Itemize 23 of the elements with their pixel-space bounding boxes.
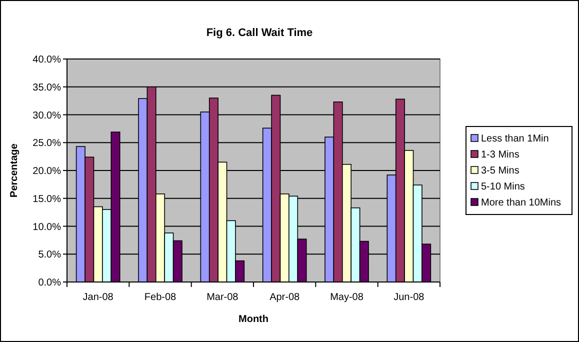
x-tick-label: Jun-08 [394,292,425,303]
y-tick-label: 5.0% [38,250,62,261]
legend-label: Less than 1Min [481,134,549,144]
x-axis-title: Month [238,314,268,325]
y-tick-label: 15.0% [32,194,62,205]
x-tick-label: Jan-08 [82,292,114,303]
y-tick-label: 0.0% [38,278,62,288]
legend-label: More than 10Mins [481,198,562,208]
y-tick-label: 25.0% [32,138,62,150]
legend-label: 1-3 Mins [481,150,520,160]
y-tick-label: 35.0% [32,82,62,94]
y-tick-label: 30.0% [32,110,62,122]
x-tick-label: Mar-08 [206,292,239,303]
x-tick-label: Feb-08 [144,292,177,303]
x-tick-label: Apr-08 [270,292,300,303]
legend-label: 3-5 Mins [481,166,520,176]
chart-title: Fig 6. Call Wait Time [206,27,313,39]
x-tick-label: May-08 [330,292,364,303]
y-tick-label: 10.0% [32,222,62,233]
y-axis-title: Percentage [9,143,20,198]
y-tick-label: 20.0% [32,166,62,177]
y-tick-label: 40.0% [32,54,62,66]
legend-label: 5-10 Mins [481,182,525,192]
